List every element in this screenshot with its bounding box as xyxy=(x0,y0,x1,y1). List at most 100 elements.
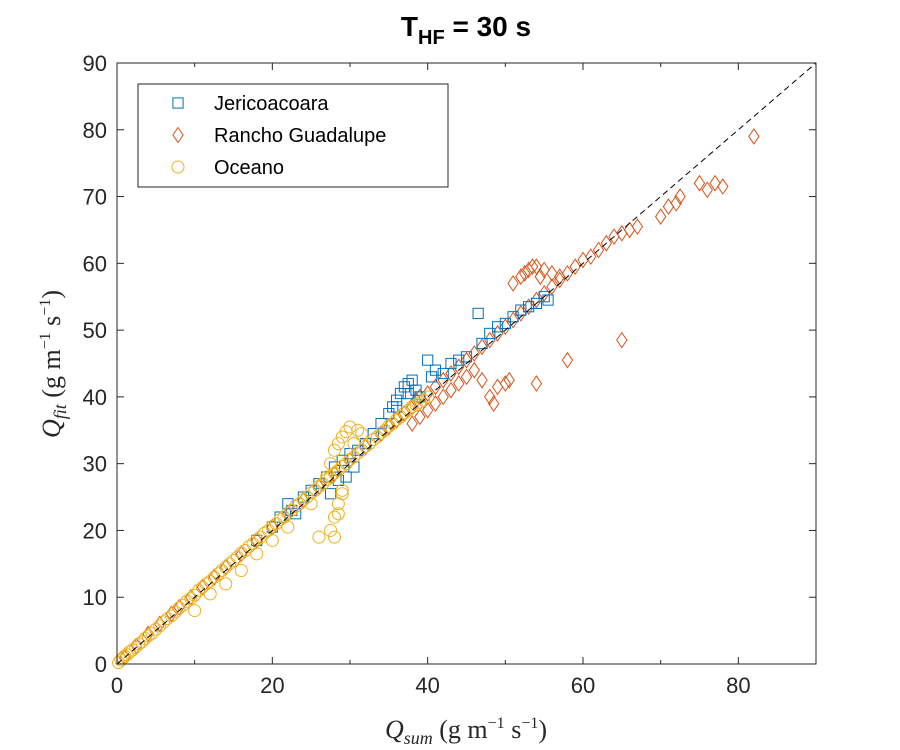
data-point xyxy=(223,557,237,571)
data-point xyxy=(390,413,404,427)
data-point xyxy=(351,446,365,460)
data-point xyxy=(468,361,480,379)
data-point xyxy=(312,530,326,544)
data-point xyxy=(327,530,341,544)
legend: Jericoacoara Rancho Guadalupe Oceano xyxy=(137,83,449,188)
data-point xyxy=(499,375,512,392)
data-point xyxy=(265,519,279,533)
data-point xyxy=(468,345,480,362)
xlabel-subscript: sum xyxy=(404,728,433,748)
data-point xyxy=(445,357,457,370)
y-tick-label: 0 xyxy=(95,652,107,677)
data-point xyxy=(499,317,511,330)
data-point xyxy=(553,268,566,286)
data-point xyxy=(476,337,488,350)
data-point xyxy=(281,506,295,520)
data-point xyxy=(491,325,504,342)
x-tick-label: 80 xyxy=(726,673,750,698)
data-point xyxy=(312,479,326,493)
data-point xyxy=(476,338,488,356)
title-subscript: HF xyxy=(418,27,445,49)
data-point xyxy=(437,367,449,380)
data-point xyxy=(308,483,322,497)
data-point xyxy=(265,533,279,547)
data-point xyxy=(398,381,410,393)
data-point xyxy=(362,437,376,451)
data-point xyxy=(300,490,314,504)
data-point xyxy=(324,488,337,500)
x-tick-label: 60 xyxy=(571,673,595,698)
data-point xyxy=(553,271,566,289)
data-point xyxy=(203,574,217,588)
data-point xyxy=(164,609,178,623)
chart-title: THF = 30 s xyxy=(401,11,531,49)
data-point xyxy=(453,375,465,392)
data-point xyxy=(542,294,554,306)
data-point xyxy=(316,477,330,491)
data-point xyxy=(234,546,248,560)
data-point xyxy=(460,351,473,369)
data-point xyxy=(153,619,167,633)
data-point xyxy=(149,622,163,636)
data-point xyxy=(487,395,500,412)
xlabel-unit-close: ) xyxy=(538,715,547,744)
series-jericoacoara xyxy=(251,291,554,547)
data-point xyxy=(491,321,504,333)
data-point xyxy=(391,394,403,406)
data-point xyxy=(429,364,442,376)
data-point xyxy=(445,381,457,399)
data-point xyxy=(406,374,418,386)
data-point xyxy=(717,178,729,195)
ylabel-unit-open: (g m xyxy=(37,349,66,404)
data-point xyxy=(561,264,574,282)
data-point xyxy=(422,354,434,366)
data-point xyxy=(538,261,550,279)
data-point xyxy=(242,539,256,553)
data-point xyxy=(414,391,426,403)
data-point xyxy=(254,530,268,544)
ylabel-exp2: −1 xyxy=(37,299,54,316)
svg-text:Qfit (g m−1 s−1): Qfit (g m−1 s−1) xyxy=(37,290,70,438)
data-point xyxy=(460,351,473,363)
x-axis-label: Qsum (g m−1 s−1) xyxy=(385,715,547,748)
data-point xyxy=(324,457,338,471)
data-point xyxy=(530,297,542,309)
data-point xyxy=(414,408,426,426)
data-point xyxy=(507,311,519,323)
data-point xyxy=(203,587,217,601)
data-point xyxy=(348,461,360,473)
legend-label: Oceano xyxy=(214,157,284,179)
data-point xyxy=(484,331,496,349)
data-point xyxy=(219,560,233,574)
data-point xyxy=(343,420,357,434)
data-point xyxy=(219,577,233,591)
data-point xyxy=(530,291,543,309)
data-point xyxy=(538,284,550,302)
data-point xyxy=(227,553,240,567)
data-point xyxy=(507,274,519,292)
data-point xyxy=(410,391,422,409)
data-point xyxy=(370,430,384,444)
y-axis-label: Qfit (g m−1 s−1) xyxy=(37,290,70,438)
data-point xyxy=(340,471,352,483)
legend-entry: Jericoacoara xyxy=(172,93,329,115)
ylabel-unit-close: ) xyxy=(37,290,66,299)
y-tick-label: 10 xyxy=(83,585,107,610)
xlabel-exp1: −1 xyxy=(488,715,505,732)
data-point xyxy=(304,497,318,511)
svg-text:Qsum (g m−1 s−1): Qsum (g m−1 s−1) xyxy=(385,715,547,748)
data-point xyxy=(269,517,283,531)
data-point xyxy=(409,398,423,412)
legend-label: Jericoacoara xyxy=(214,93,329,115)
data-point xyxy=(188,604,202,618)
data-point xyxy=(534,268,546,286)
legend-entry: Oceano xyxy=(171,157,284,179)
data-point xyxy=(674,188,686,205)
data-point xyxy=(421,401,434,419)
data-point xyxy=(460,368,473,386)
data-point xyxy=(406,415,418,432)
legend-entry: Rancho Guadalupe xyxy=(172,125,386,147)
ylabel-exp1: −1 xyxy=(37,332,54,349)
plot-area-frame xyxy=(116,62,817,665)
